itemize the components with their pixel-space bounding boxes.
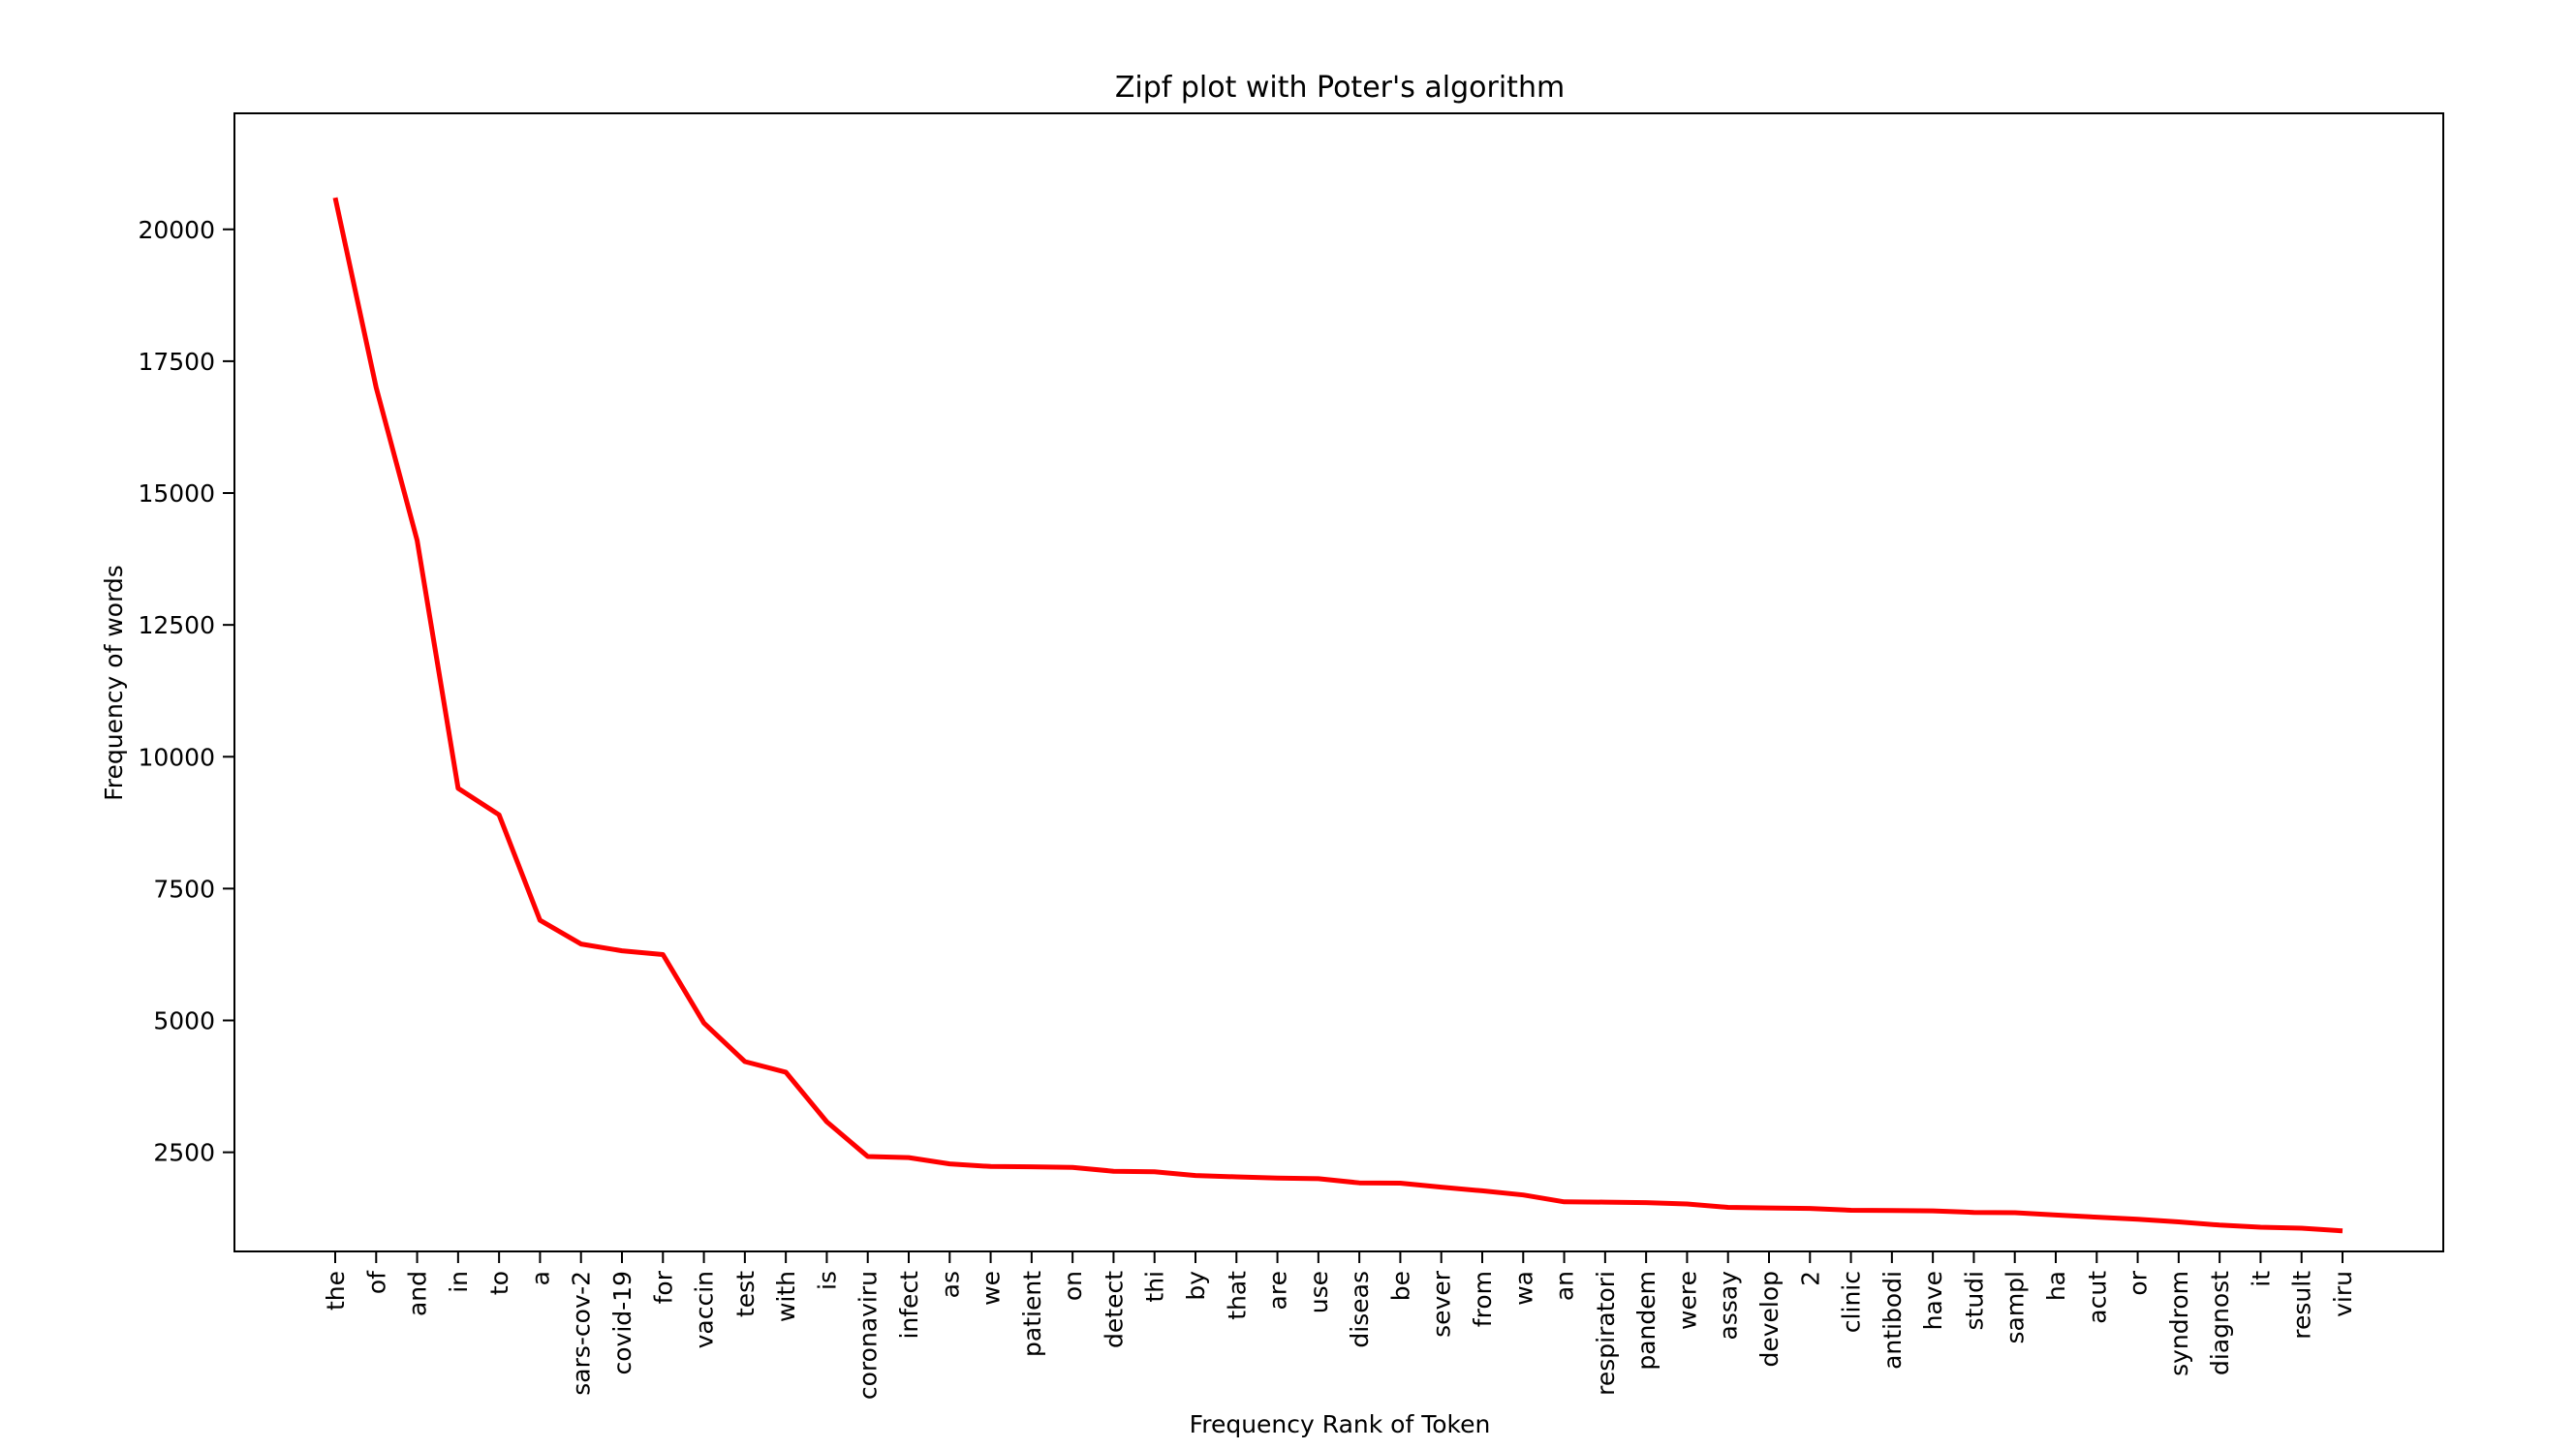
y-tick-label: 5000 <box>153 1007 215 1035</box>
x-tick-label: sars-cov-2 <box>568 1271 596 1396</box>
x-tick-label: or <box>2125 1270 2153 1295</box>
x-tick-label: we <box>978 1271 1006 1306</box>
x-tick-label: an <box>1551 1271 1579 1301</box>
x-tick-label: studi <box>1960 1271 1988 1331</box>
x-tick-label: with <box>772 1271 800 1322</box>
x-tick-label: test <box>731 1271 760 1317</box>
chart-title: Zipf plot with Poter's algorithm <box>1115 71 1565 105</box>
y-tick-label: 17500 <box>138 348 215 376</box>
x-tick-label: in <box>445 1271 473 1293</box>
x-tick-label: the <box>322 1271 350 1311</box>
x-tick-label: have <box>1919 1271 1947 1330</box>
x-tick-label: on <box>1059 1271 1087 1301</box>
x-tick-label: result <box>2288 1271 2316 1340</box>
x-tick-label: ha <box>2042 1271 2070 1301</box>
x-tick-label: from <box>1469 1271 1497 1327</box>
x-tick-label: are <box>1264 1271 1292 1310</box>
x-tick-label: assay <box>1715 1271 1743 1341</box>
x-tick-label: viru <box>2329 1271 2357 1317</box>
x-axis: the of and in to a sars-cov-2 covid-19 for vaccin… <box>322 1251 2357 1400</box>
plot-area <box>233 112 2444 1252</box>
x-tick-label: sampl <box>2002 1271 2030 1344</box>
x-tick-label: by <box>1182 1271 1210 1301</box>
x-tick-label: that <box>1223 1271 1251 1320</box>
series-layer <box>332 197 2343 1234</box>
x-tick-label: and <box>404 1271 432 1316</box>
x-tick-label: as <box>936 1271 964 1298</box>
x-tick-label: it <box>2247 1271 2275 1287</box>
y-tick-label: 2500 <box>153 1139 215 1167</box>
x-tick-label: develop <box>1755 1271 1784 1368</box>
x-tick-label: of <box>362 1270 390 1294</box>
x-tick-label: coronaviru <box>854 1271 883 1400</box>
x-tick-label: 2 <box>1796 1271 1824 1286</box>
x-tick-label: thi <box>1141 1271 1169 1303</box>
x-tick-label: detect <box>1100 1271 1128 1348</box>
y-tick-label: 15000 <box>138 479 215 508</box>
y-tick-label: 7500 <box>153 875 215 903</box>
x-tick-label: be <box>1386 1271 1414 1301</box>
x-tick-label: patient <box>1018 1271 1046 1357</box>
y-axis-title: Frequency of words <box>100 565 128 801</box>
x-tick-label: syndrom <box>2165 1271 2193 1376</box>
x-tick-label: wa <box>1509 1271 1537 1306</box>
x-tick-label: diagnost <box>2206 1271 2234 1375</box>
x-tick-label: diseas <box>1346 1271 1374 1348</box>
x-tick-label: covid-19 <box>608 1271 636 1374</box>
y-tick-label: 12500 <box>138 611 215 639</box>
x-tick-label: pandem <box>1632 1271 1660 1371</box>
x-tick-label: is <box>813 1271 841 1290</box>
x-tick-label: use <box>1305 1271 1333 1313</box>
plot-frame <box>233 112 2444 1252</box>
series-line <box>332 197 2343 1234</box>
x-tick-label: were <box>1673 1271 1701 1330</box>
x-axis-title: Frequency Rank of Token <box>1190 1410 1491 1438</box>
x-tick-label: vaccin <box>691 1271 719 1348</box>
x-tick-label: clinic <box>1838 1271 1866 1333</box>
x-tick-label: respiratori <box>1592 1271 1620 1396</box>
x-tick-label: sever <box>1428 1270 1456 1338</box>
x-tick-label: to <box>485 1271 513 1295</box>
y-tick-label: 10000 <box>138 743 215 771</box>
x-tick-label: a <box>526 1271 554 1285</box>
x-tick-label: antibodi <box>1878 1271 1907 1370</box>
y-tick-label: 20000 <box>138 216 215 244</box>
x-tick-label: for <box>649 1270 677 1304</box>
y-axis: 2500 5000 7500 10000 12500 15000 17500 20000 <box>138 216 234 1167</box>
x-tick-label: acut <box>2083 1271 2111 1324</box>
x-tick-label: infect <box>895 1271 923 1340</box>
